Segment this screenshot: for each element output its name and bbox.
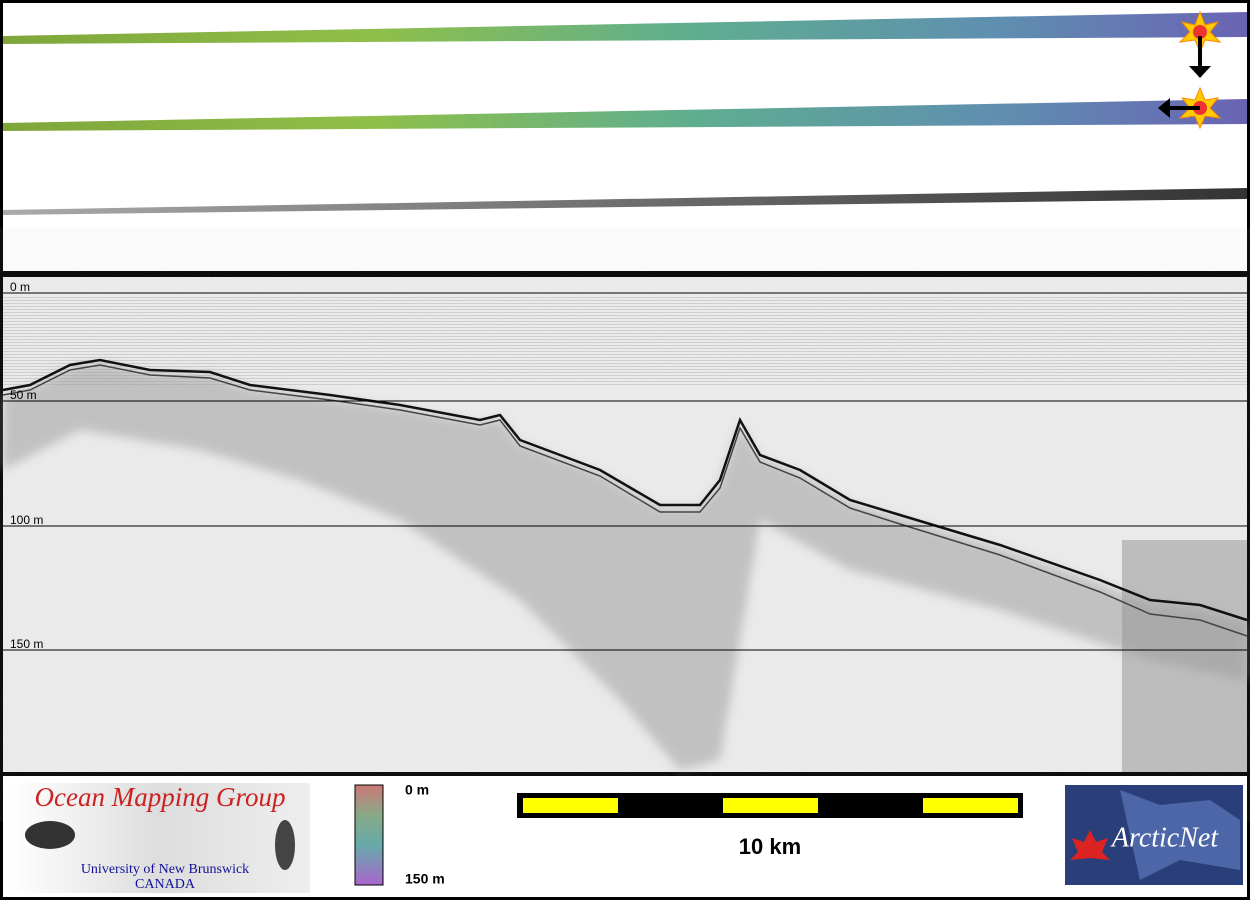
- omg-university: University of New Brunswick: [81, 862, 249, 877]
- depth-label: 100 m: [10, 513, 43, 527]
- scale-bar: [517, 793, 1023, 818]
- seabed: [2, 358, 1248, 622]
- water-column: [3, 295, 1247, 385]
- logo-map: [1120, 790, 1240, 880]
- colorbar-label: 0 m: [405, 782, 429, 798]
- sediment: [3, 363, 1247, 770]
- depth-label: 150 m: [10, 637, 43, 651]
- arcticnet-title: ArcticNet: [1110, 822, 1219, 853]
- depth-label: 0 m: [10, 280, 30, 294]
- swath-panel: [3, 3, 1247, 271]
- depth-label: 50 m: [10, 388, 37, 402]
- colorbar: [354, 784, 384, 886]
- colorbar-label: 150 m: [405, 871, 445, 887]
- omg-country: CANADA: [135, 877, 196, 892]
- backscatter-swath: [3, 188, 1247, 215]
- scale-label: 10 km: [739, 834, 801, 859]
- omg-title: Ocean Mapping Group: [35, 782, 286, 812]
- logo-vehicle: [25, 821, 75, 849]
- maple-leaf: [1070, 830, 1110, 860]
- ship-marker: [1158, 10, 1222, 130]
- depth-grid: 0 m 50 m 100 m 150 m: [3, 280, 1247, 651]
- bathymetry-swath: [3, 99, 1247, 131]
- bathymetry-swath: [3, 12, 1247, 44]
- logo-vehicle: [275, 820, 295, 870]
- sub-reflector: [2, 364, 1248, 637]
